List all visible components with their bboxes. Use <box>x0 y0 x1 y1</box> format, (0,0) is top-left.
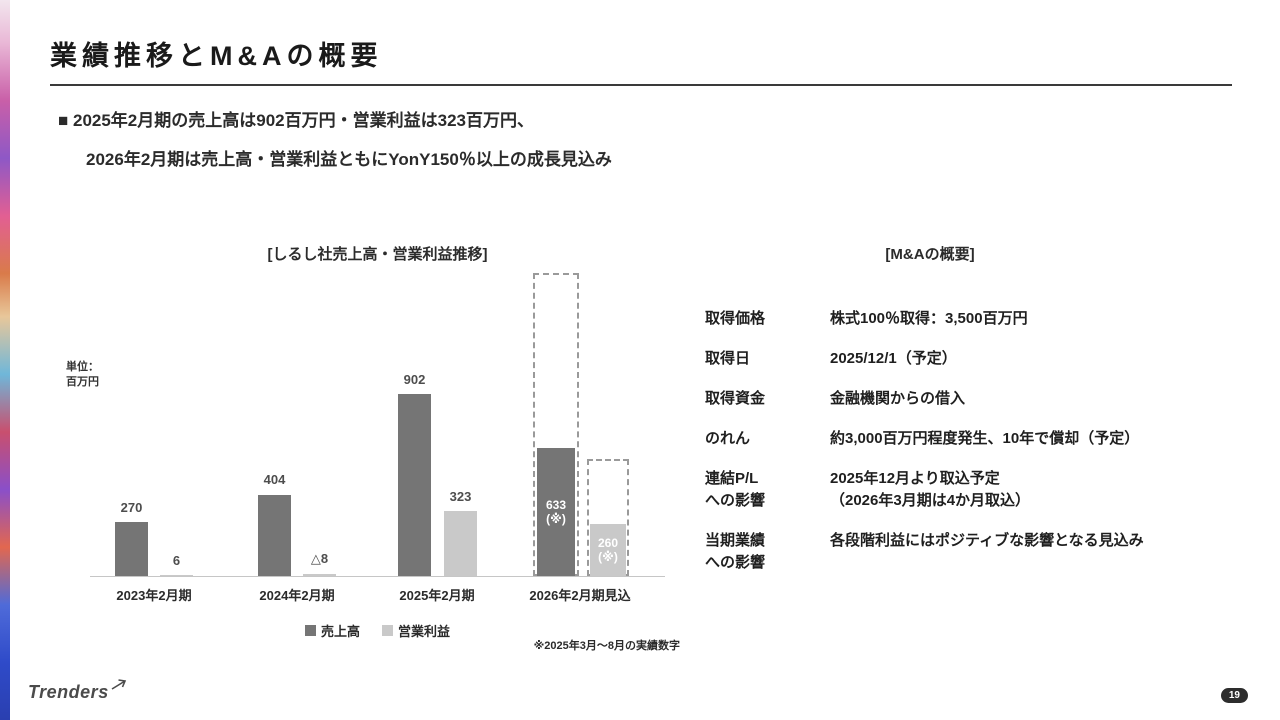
ma-row-value: 金融機関からの借入 <box>830 390 966 407</box>
ma-row-value: 株式100％取得：3,500百万円 <box>830 310 1028 327</box>
bar-value-label: 6 <box>172 552 181 568</box>
ma-row-value: 約3,000百万円程度発生、10年で償却（予定） <box>830 430 1140 447</box>
page-number-badge: 19 <box>1220 688 1248 703</box>
ma-row-label: 取得価格 <box>705 310 766 327</box>
chart-title: [しるし社売上高・営業利益推移] <box>267 246 488 263</box>
ma-row-value: 各段階利益にはポジティブな影響となる見込み <box>830 532 1144 549</box>
forecast-sales-label: 633 (※) <box>545 498 567 526</box>
bar-sales <box>115 521 148 576</box>
left-accent-strip <box>0 0 10 720</box>
x-axis-labels: 2023年2月期 2024年2月期 2025年2月期 2026年2月期見込 <box>90 585 665 605</box>
ma-row-label: 取得資金 <box>705 390 766 407</box>
ma-row: 連結P/L への影響 2025年12月より取込予定 （2026年3月期は4か月取込… <box>705 468 1250 512</box>
ma-row: 取得日 2025/12/1（予定） <box>705 348 1250 370</box>
bar-sales <box>398 394 431 576</box>
bar-value-label: 270 <box>120 499 143 515</box>
bar-profit <box>160 574 193 576</box>
chart-unit-label: 単位： 百万円 <box>66 361 99 388</box>
forecast-profit-label: 260 (※) <box>597 536 619 564</box>
ma-row-label: 取得日 <box>705 350 751 367</box>
x-axis-label: 2025年2月期 <box>399 588 475 603</box>
ma-table: 取得価格 株式100％取得：3,500百万円取得日 2025/12/1（予定） 取得資… <box>705 308 1250 592</box>
x-axis-label: 2023年2月期 <box>116 588 192 603</box>
legend-swatch <box>304 625 316 636</box>
ma-row: のれん 約3,000百万円程度発生、10年で償却（予定） <box>705 428 1250 450</box>
page-title: 業績推移とM&Aの概要 <box>50 41 383 71</box>
legend-item: 営業利益 <box>382 621 450 640</box>
x-axis-label: 2024年2月期 <box>259 588 335 603</box>
legend-label: 営業利益 <box>398 624 451 639</box>
ma-row-label: 連結P/L への影響 <box>705 470 766 509</box>
ma-row: 取得資金 金融機関からの借入 <box>705 388 1250 410</box>
x-axis-label: 2026年2月期見込 <box>529 588 631 603</box>
legend-item: 売上高 <box>304 621 360 640</box>
ma-section-title: [M&Aの概要] <box>885 246 975 263</box>
logo-arrow-icon <box>110 677 128 696</box>
bar-chart: 270 6 404 △8 902 323 633 (※) 260 (※) <box>90 267 665 577</box>
trenders-logo: Trenders <box>28 679 128 703</box>
chart-footnote: ※2025年3月～8月の実績数字 <box>533 640 680 652</box>
bar-value-label: 902 <box>403 372 426 387</box>
ma-row-value: 2025年12月より取込予定 （2026年3月期は4か月取込） <box>830 470 1031 509</box>
bar-value-label: 404 <box>263 472 286 488</box>
bar-value-label: △8 <box>310 551 329 567</box>
logo-text: Trenders <box>28 682 109 702</box>
ma-row-value: 2025/12/1（予定） <box>830 350 957 367</box>
forecast-profit-bar: 260 (※) <box>590 524 626 576</box>
summary-bullet-line-2: 2026年2月期は売上高・営業利益ともにYonY150％以上の成長見込み <box>86 150 612 169</box>
ma-row-label: 当期業績 への影響 <box>705 532 766 571</box>
ma-row: 取得価格 株式100％取得：3,500百万円 <box>705 308 1250 330</box>
summary-bullet-line-1: ■ 2025年2月期の売上高は902百万円・営業利益は323百万円、 <box>58 111 534 130</box>
bar-profit <box>444 510 477 576</box>
chart-legend: 売上高 営業利益 <box>90 621 665 640</box>
forecast-sales-bar: 633 (※) <box>537 448 575 576</box>
legend-label: 売上高 <box>320 624 360 639</box>
ma-row-label: のれん <box>705 430 751 447</box>
title-underline <box>50 84 1232 86</box>
legend-swatch <box>382 625 393 636</box>
bar-sales <box>258 494 291 576</box>
bar-profit <box>303 574 336 576</box>
ma-row: 当期業績 への影響 各段階利益にはポジティブな影響となる見込み <box>705 530 1250 574</box>
bar-value-label: 323 <box>449 488 472 504</box>
